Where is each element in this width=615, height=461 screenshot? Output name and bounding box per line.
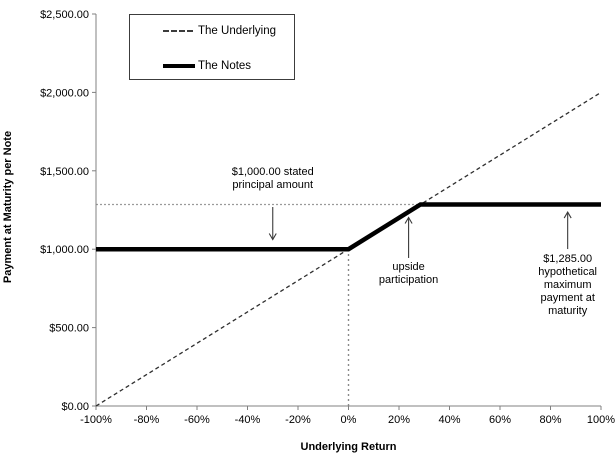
x-tick-label: 0% <box>341 414 357 426</box>
series-line-the-notes <box>96 202 601 252</box>
annotation-arrowhead <box>268 233 277 241</box>
annotation-text: upside participation <box>379 261 438 286</box>
y-tick-label: $2,500.00 <box>40 9 89 21</box>
x-tick-label: -60% <box>184 414 210 426</box>
annotation-text: $1,285.00 hypothetical maximum payment at ma… <box>538 253 597 317</box>
y-tick-label: $1,000.00 <box>40 244 89 256</box>
x-axis-title: Underlying Return <box>300 441 397 453</box>
x-tick-label: -40% <box>235 414 261 426</box>
legend: The Underlying The Notes <box>129 14 295 80</box>
annotation-arrowhead <box>404 216 413 224</box>
x-tick-label: 20% <box>388 414 410 426</box>
legend-item-notes: The Notes <box>163 59 251 73</box>
y-axis-title: Payment at Maturity per Note <box>2 130 14 284</box>
y-tick-label: $2,000.00 <box>40 87 89 99</box>
x-tick-label: 80% <box>539 414 561 426</box>
legend-item-underlying: The Underlying <box>163 24 276 38</box>
solid-line-sample <box>163 64 195 68</box>
y-tick-label: $0.00 <box>61 401 89 413</box>
x-tick-label: -20% <box>285 414 311 426</box>
x-tick-label: 40% <box>438 414 460 426</box>
legend-item-underlying-label: The Underlying <box>198 25 276 37</box>
annotation-arrowhead <box>563 210 572 219</box>
legend-item-notes-label: The Notes <box>198 60 252 72</box>
annotation-text: $1,000.00 stated principal amount <box>232 166 314 191</box>
y-tick-label: $500.00 <box>49 323 89 335</box>
x-tick-label: -100% <box>80 414 112 426</box>
dashed-line-sample <box>163 30 193 32</box>
x-tick-label: 100% <box>587 414 615 426</box>
x-tick-label: -80% <box>134 414 160 426</box>
x-tick-label: 60% <box>489 414 511 426</box>
y-tick-label: $1,500.00 <box>40 166 89 178</box>
